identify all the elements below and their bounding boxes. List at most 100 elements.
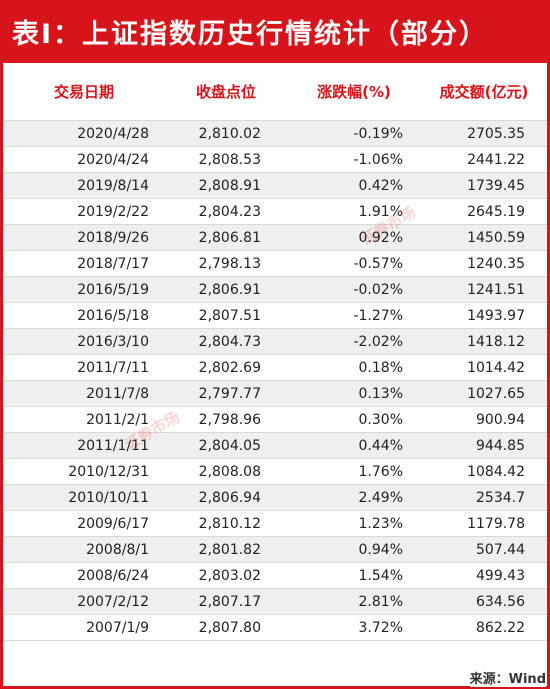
cell-close: 2,808.08 [165, 458, 287, 485]
cell-close: 2,807.51 [165, 302, 287, 329]
header-row: 交易日期 收盘点位 涨跌幅(%) 成交额(亿元) [3, 63, 547, 121]
cell-vol: 1450.59 [421, 224, 547, 251]
cell-pct: -0.57% [287, 250, 421, 277]
table-row: 2020/4/24 2,808.53 -1.06% 2441.22 [3, 146, 547, 173]
cell-pct: 3.72% [287, 614, 421, 641]
cell-pct: -2.02% [287, 328, 421, 355]
cell-date: 2020/4/24 [3, 146, 165, 173]
column-header-turnover: 成交额(亿元) [421, 63, 547, 121]
cell-date: 2009/6/17 [3, 510, 165, 537]
cell-close: 2,798.13 [165, 250, 287, 277]
cell-pct: -0.19% [287, 120, 421, 147]
cell-pct: 0.94% [287, 536, 421, 563]
cell-vol: 1739.45 [421, 172, 547, 199]
cell-pct: 0.42% [287, 172, 421, 199]
cell-date: 2019/2/22 [3, 198, 165, 225]
cell-pct: -1.06% [287, 146, 421, 173]
cell-date: 2011/2/1 [3, 406, 165, 433]
table-row: 2016/5/19 2,806.91 -0.02% 1241.51 [3, 276, 547, 303]
cell-date: 2016/3/10 [3, 328, 165, 355]
table-row: 2018/7/17 2,798.13 -0.57% 1240.35 [3, 250, 547, 277]
table-row: 2016/3/10 2,804.73 -2.02% 1418.12 [3, 328, 547, 355]
cell-date: 2018/7/17 [3, 250, 165, 277]
cell-close: 2,804.23 [165, 198, 287, 225]
cell-vol: 1240.35 [421, 250, 547, 277]
cell-pct: 1.54% [287, 562, 421, 589]
cell-date: 2008/6/24 [3, 562, 165, 589]
cell-vol: 2534.7 [421, 484, 547, 511]
table-row: 2020/4/28 2,810.02 -0.19% 2705.35 [3, 120, 547, 147]
cell-close: 2,798.96 [165, 406, 287, 433]
table-row: 2010/10/11 2,806.94 2.49% 2534.7 [3, 484, 547, 511]
cell-date: 2010/10/11 [3, 484, 165, 511]
cell-vol: 1014.42 [421, 354, 547, 381]
cell-pct: 1.91% [287, 198, 421, 225]
table-row: 2011/2/1 2,798.96 0.30% 900.94 [3, 406, 547, 433]
table-row: 2016/5/18 2,807.51 -1.27% 1493.97 [3, 302, 547, 329]
cell-vol: 1241.51 [421, 276, 547, 303]
cell-vol: 2645.19 [421, 198, 547, 225]
table-row: 2007/1/9 2,807.80 3.72% 862.22 [3, 614, 547, 641]
cell-pct: 0.30% [287, 406, 421, 433]
column-header-date: 交易日期 [3, 63, 165, 121]
cell-pct: 0.44% [287, 432, 421, 459]
cell-close: 2,810.12 [165, 510, 287, 537]
table-row: 2007/2/12 2,807.17 2.81% 634.56 [3, 588, 547, 615]
cell-pct: 1.76% [287, 458, 421, 485]
cell-vol: 499.43 [421, 562, 547, 589]
cell-pct: 1.23% [287, 510, 421, 537]
cell-close: 2,808.91 [165, 172, 287, 199]
cell-close: 2,803.02 [165, 562, 287, 589]
cell-vol: 2705.35 [421, 120, 547, 147]
table-row: 2009/6/17 2,810.12 1.23% 1179.78 [3, 510, 547, 537]
cell-date: 2016/5/18 [3, 302, 165, 329]
table-row: 2019/2/22 2,804.23 1.91% 2645.19 [3, 198, 547, 225]
cell-close: 2,807.17 [165, 588, 287, 615]
table-row: 2011/7/8 2,797.77 0.13% 1027.65 [3, 380, 547, 407]
table-row: 2010/12/31 2,808.08 1.76% 1084.42 [3, 458, 547, 485]
cell-pct: -0.02% [287, 276, 421, 303]
table-row: 2008/8/1 2,801.82 0.94% 507.44 [3, 536, 547, 563]
cell-vol: 2441.22 [421, 146, 547, 173]
cell-close: 2,797.77 [165, 380, 287, 407]
cell-vol: 1418.12 [421, 328, 547, 355]
cell-date: 2010/12/31 [3, 458, 165, 485]
table-row: 2011/1/11 2,804.05 0.44% 944.85 [3, 432, 547, 459]
cell-vol: 1179.78 [421, 510, 547, 537]
cell-date: 2007/2/12 [3, 588, 165, 615]
cell-close: 2,808.53 [165, 146, 287, 173]
cell-close: 2,806.91 [165, 276, 287, 303]
table-row: 2018/9/26 2,806.81 0.92% 1450.59 [3, 224, 547, 251]
table-row: 2019/8/14 2,808.91 0.42% 1739.45 [3, 172, 547, 199]
cell-date: 2007/1/9 [3, 614, 165, 641]
cell-vol: 944.85 [421, 432, 547, 459]
cell-vol: 862.22 [421, 614, 547, 641]
table-body: 2020/4/28 2,810.02 -0.19% 2705.35 2020/4/24 2… [3, 120, 547, 641]
cell-vol: 634.56 [421, 588, 547, 615]
cell-pct: 0.18% [287, 354, 421, 381]
cell-close: 2,810.02 [165, 120, 287, 147]
cell-date: 2019/8/14 [3, 172, 165, 199]
table-row: 2008/6/24 2,803.02 1.54% 499.43 [3, 562, 547, 589]
cell-close: 2,802.69 [165, 354, 287, 381]
cell-pct: -1.27% [287, 302, 421, 329]
column-header-close: 收盘点位 [165, 63, 287, 121]
column-header-change: 涨跌幅(%) [287, 63, 421, 121]
cell-close: 2,804.05 [165, 432, 287, 459]
table-title: 表Ⅰ：上证指数历史行情统计（部分） [0, 0, 550, 63]
source-note: 来源：Wind [469, 668, 546, 687]
cell-vol: 507.44 [421, 536, 547, 563]
cell-pct: 2.49% [287, 484, 421, 511]
cell-close: 2,801.82 [165, 536, 287, 563]
cell-date: 2008/8/1 [3, 536, 165, 563]
cell-close: 2,807.80 [165, 614, 287, 641]
cell-vol: 1493.97 [421, 302, 547, 329]
cell-vol: 900.94 [421, 406, 547, 433]
cell-date: 2011/7/8 [3, 380, 165, 407]
cell-vol: 1084.42 [421, 458, 547, 485]
cell-close: 2,806.94 [165, 484, 287, 511]
cell-pct: 2.81% [287, 588, 421, 615]
table-row: 2011/7/11 2,802.69 0.18% 1014.42 [3, 354, 547, 381]
cell-vol: 1027.65 [421, 380, 547, 407]
cell-date: 2011/7/11 [3, 354, 165, 381]
